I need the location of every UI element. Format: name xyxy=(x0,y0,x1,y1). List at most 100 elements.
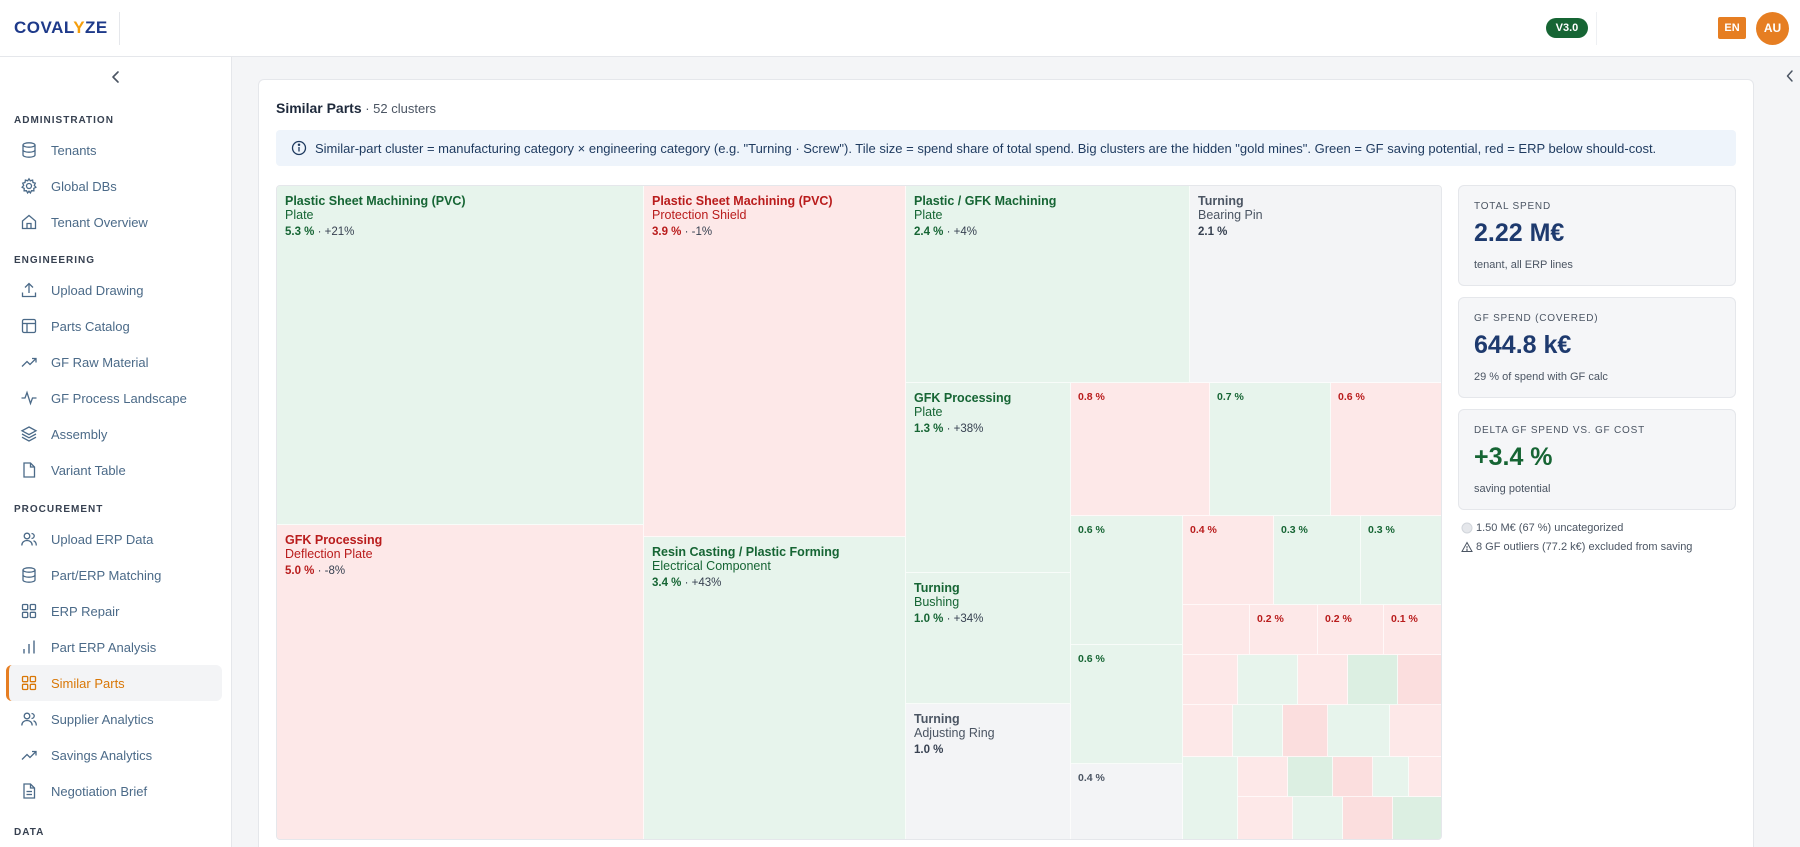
sidebar-item-label: Savings Analytics xyxy=(51,747,153,763)
footnote-uncategorized: 1.50 M€ (67 %) uncategorized xyxy=(1461,522,1623,534)
language-button[interactable]: EN xyxy=(1718,17,1746,39)
sidebar-item-parts-catalog[interactable]: Parts Catalog xyxy=(6,308,222,344)
sidebar-item-label: GF Raw Material xyxy=(51,354,149,370)
treemap-tile-small[interactable] xyxy=(1238,757,1288,797)
treemap-tile-small[interactable] xyxy=(1333,757,1373,797)
tile-value: 2.1 % xyxy=(1198,226,1228,238)
treemap-tile-small[interactable]: 0.2 % xyxy=(1250,605,1318,655)
sidebar-item-variant-table[interactable]: Variant Table xyxy=(6,452,222,488)
avatar[interactable]: AU xyxy=(1756,12,1789,45)
treemap-tile-small[interactable] xyxy=(1183,655,1238,705)
treemap-tile-small[interactable]: 0.1 % xyxy=(1384,605,1441,655)
treemap-tile-small[interactable]: 0.3 % xyxy=(1361,516,1441,605)
sidebar: ADMINISTRATION Tenants Global DBs Tenant… xyxy=(0,57,232,847)
tile-subcategory: Plate xyxy=(285,208,314,222)
treemap-tile-small[interactable] xyxy=(1238,797,1293,839)
treemap-tile-small[interactable]: 0.6 % xyxy=(1331,383,1441,516)
treemap-tile-small[interactable] xyxy=(1348,655,1398,705)
tile-value: 0.2 % xyxy=(1325,613,1352,625)
treemap-tile-small[interactable]: 0.8 % xyxy=(1071,383,1210,516)
treemap-tile-small[interactable] xyxy=(1283,705,1328,757)
treemap-tile-small[interactable] xyxy=(1409,757,1441,797)
sidebar-item-label: Similar Parts xyxy=(51,675,125,691)
treemap-tile-small[interactable] xyxy=(1183,605,1250,655)
treemap-tile-small[interactable] xyxy=(1183,705,1233,757)
table-icon xyxy=(20,317,38,335)
tile-value: 2.4 % · +4% xyxy=(914,226,977,238)
treemap-tile-small[interactable]: 0.4 % xyxy=(1071,764,1183,839)
treemap-tile-small[interactable]: 0.7 % xyxy=(1210,383,1331,516)
treemap-tile-small[interactable] xyxy=(1288,757,1333,797)
sidebar-item-savings-analytics[interactable]: Savings Analytics xyxy=(6,737,222,773)
kpi-note: tenant, all ERP lines xyxy=(1474,259,1573,271)
treemap-tile-small[interactable] xyxy=(1233,705,1283,757)
top-bar: COVALYZE V3.0 EN AU xyxy=(0,0,1800,57)
kpi-card-gf-spend: GF SPEND (COVERED) 644.8 k€ 29 % of spen… xyxy=(1458,297,1736,398)
gear-icon xyxy=(20,177,38,195)
treemap-tile-small[interactable] xyxy=(1293,797,1343,839)
sidebar-item-label: Part ERP Analysis xyxy=(51,639,157,655)
sidebar-item-similar-parts[interactable]: Similar Parts xyxy=(6,665,222,701)
treemap-tile[interactable]: GFK Processing Deflection Plate 5.0 % · … xyxy=(277,525,644,839)
logo[interactable]: COVALYZE xyxy=(14,18,108,37)
trend-icon xyxy=(20,746,38,764)
sidebar-item-erp-repair[interactable]: ERP Repair xyxy=(6,593,222,629)
treemap-tile-small[interactable] xyxy=(1398,655,1441,705)
sidebar-item-label: GF Process Landscape xyxy=(51,390,187,406)
sidebar-item-assembly[interactable]: Assembly xyxy=(6,416,222,452)
treemap-tile-small[interactable] xyxy=(1238,655,1298,705)
treemap-tile[interactable]: GFK Processing Plate 1.3 % · +38% xyxy=(906,383,1071,573)
treemap-tile-small[interactable]: 0.6 % xyxy=(1071,516,1183,645)
sidebar-item-label: Negotiation Brief xyxy=(51,783,148,799)
tile-category: Turning xyxy=(914,581,960,595)
sidebar-item-part-erp-analysis[interactable]: Part ERP Analysis xyxy=(6,629,222,665)
treemap-tile-small[interactable] xyxy=(1328,705,1390,757)
file-text-icon xyxy=(20,782,38,800)
sidebar-item-label: Upload ERP Data xyxy=(51,531,154,547)
info-banner: Similar-part cluster = manufacturing cat… xyxy=(276,130,1736,166)
tile-subcategory: Bushing xyxy=(914,595,960,609)
sidebar-item-supplier-analytics[interactable]: Supplier Analytics xyxy=(6,701,222,737)
tile-value: 0.3 % xyxy=(1281,524,1308,536)
treemap-tile-small[interactable] xyxy=(1393,797,1441,839)
treemap-tile-small[interactable] xyxy=(1343,797,1393,839)
treemap-tile-small[interactable] xyxy=(1183,757,1238,839)
treemap-tile-small[interactable] xyxy=(1373,757,1409,797)
tile-value: 0.2 % xyxy=(1257,613,1284,625)
toggle-right-panel-button[interactable] xyxy=(1784,68,1796,84)
treemap-tile[interactable]: Resin Casting / Plastic Forming Electric… xyxy=(644,537,906,839)
tile-subcategory: Electrical Component xyxy=(652,559,771,573)
kpi-card-delta: DELTA GF SPEND VS. GF COST +3.4 % saving… xyxy=(1458,409,1736,510)
sidebar-item-tenant-overview[interactable]: Tenant Overview xyxy=(6,204,222,240)
treemap-tile[interactable]: Plastic Sheet Machining (PVC) Plate 5.3 … xyxy=(277,186,644,525)
treemap-tile[interactable]: Plastic Sheet Machining (PVC) Protection… xyxy=(644,186,906,537)
sidebar-item-tenants[interactable]: Tenants xyxy=(6,132,222,168)
treemap-tile-small[interactable]: 0.4 % xyxy=(1183,516,1274,605)
treemap-tile[interactable]: Turning Bushing 1.0 % · +34% xyxy=(906,573,1071,704)
sidebar-item-global-dbs[interactable]: Global DBs xyxy=(6,168,222,204)
sidebar-item-gf-raw-material[interactable]: GF Raw Material xyxy=(6,344,222,380)
treemap-tile[interactable]: Turning Bearing Pin 2.1 % xyxy=(1190,186,1441,383)
tile-value: 3.4 % · +43% xyxy=(652,577,722,589)
treemap-tile-small[interactable]: 0.6 % xyxy=(1071,645,1183,764)
tile-subcategory: Bearing Pin xyxy=(1198,208,1263,222)
sidebar-item-upload-drawing[interactable]: Upload Drawing xyxy=(6,272,222,308)
sidebar-item-part-erp-matching[interactable]: Part/ERP Matching xyxy=(6,557,222,593)
treemap-tile-small[interactable]: 0.3 % xyxy=(1274,516,1361,605)
sidebar-item-negotiation-brief[interactable]: Negotiation Brief xyxy=(6,773,222,809)
collapse-sidebar-button[interactable] xyxy=(106,67,126,87)
tile-subcategory: Plate xyxy=(914,405,943,419)
sidebar-item-gf-process-landscape[interactable]: GF Process Landscape xyxy=(6,380,222,416)
tile-value: 0.6 % xyxy=(1338,391,1365,403)
treemap-tile-small[interactable]: 0.2 % xyxy=(1318,605,1384,655)
treemap-tile[interactable]: Plastic / GFK Machining Plate 2.4 % · +4… xyxy=(906,186,1190,383)
grid-icon xyxy=(20,602,38,620)
tile-value: 0.7 % xyxy=(1217,391,1244,403)
treemap-tile-small[interactable] xyxy=(1390,705,1441,757)
circle-icon xyxy=(1461,522,1473,534)
cluster-count: · 52 clusters xyxy=(361,101,437,116)
treemap-tile[interactable]: Turning Adjusting Ring 1.0 % xyxy=(906,704,1071,839)
treemap-tile-small[interactable] xyxy=(1298,655,1348,705)
sidebar-item-upload-erp-data[interactable]: Upload ERP Data xyxy=(6,521,222,557)
kpi-note: saving potential xyxy=(1474,483,1551,495)
